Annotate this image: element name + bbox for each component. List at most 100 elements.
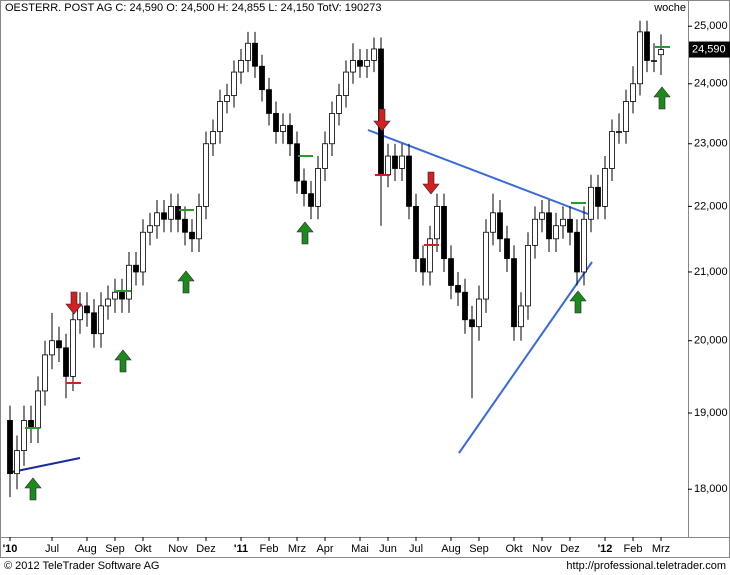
x-tick-label: Mai bbox=[351, 543, 369, 555]
x-tick-label: Okt bbox=[134, 543, 151, 555]
candle-body bbox=[112, 291, 118, 300]
buy-arrow bbox=[653, 86, 671, 110]
candle-body bbox=[266, 89, 272, 114]
candle-body bbox=[245, 42, 251, 61]
sell-arrow bbox=[422, 171, 440, 195]
candle-body bbox=[441, 205, 447, 260]
candle-body bbox=[462, 291, 468, 321]
x-tick-label: Nov bbox=[532, 543, 552, 555]
candle-body bbox=[343, 71, 349, 96]
x-tick-label: Sep bbox=[469, 543, 489, 555]
y-tick-label: 25,000 bbox=[694, 20, 728, 32]
candle-body bbox=[476, 298, 482, 328]
x-tick-label: Jun bbox=[379, 543, 397, 555]
candle-body bbox=[189, 231, 195, 240]
candle-body bbox=[14, 450, 20, 475]
candle-body bbox=[539, 212, 545, 220]
candles bbox=[7, 20, 664, 498]
candle-body bbox=[357, 60, 363, 67]
candle-body bbox=[147, 225, 153, 233]
candle-body bbox=[105, 298, 111, 307]
candle-body bbox=[210, 131, 216, 145]
candle-body bbox=[413, 205, 419, 260]
candle-body bbox=[140, 231, 146, 273]
candle-body bbox=[70, 319, 76, 377]
candle-body bbox=[196, 205, 202, 240]
candle-body bbox=[329, 113, 335, 145]
candle-body bbox=[252, 42, 258, 67]
candle-body bbox=[364, 60, 370, 67]
candle-body bbox=[637, 31, 643, 85]
footer-right: http://professional.teletrader.com bbox=[566, 560, 726, 572]
candle-body bbox=[483, 231, 489, 300]
candle-body bbox=[203, 143, 209, 207]
candle-body bbox=[546, 212, 552, 240]
candle-body bbox=[609, 131, 615, 169]
candle-body bbox=[406, 155, 412, 207]
x-tick-label: Okt bbox=[505, 543, 522, 555]
x-tick-label: Feb bbox=[260, 543, 279, 555]
candle-body bbox=[651, 60, 657, 62]
candle-body bbox=[595, 186, 601, 207]
x-tick-label: Apr bbox=[316, 543, 333, 555]
candle-body bbox=[168, 205, 174, 220]
sell-arrow bbox=[373, 108, 391, 132]
candle-body bbox=[35, 390, 41, 429]
candle-body bbox=[497, 212, 503, 240]
x-tick-label: Sep bbox=[105, 543, 125, 555]
candle-body bbox=[385, 155, 391, 176]
last-price-label: 24,590 bbox=[692, 43, 726, 55]
candle-body bbox=[427, 238, 433, 273]
candle-body bbox=[315, 168, 321, 207]
buy-arrow bbox=[177, 270, 195, 294]
candle-body bbox=[224, 95, 230, 102]
candle-body bbox=[273, 113, 279, 132]
candle-body bbox=[392, 155, 398, 169]
candle-body bbox=[21, 420, 27, 452]
trendline bbox=[11, 457, 81, 473]
candle-body bbox=[630, 83, 636, 102]
candle-body bbox=[126, 264, 132, 300]
candle-body bbox=[574, 231, 580, 273]
x-tick-label: Feb bbox=[624, 543, 643, 555]
sell-arrow bbox=[65, 291, 83, 315]
candle-body bbox=[623, 101, 629, 132]
period-label: woche bbox=[653, 2, 686, 14]
candle-body bbox=[98, 305, 104, 335]
y-tick-label: 23,000 bbox=[694, 138, 728, 150]
candle-body bbox=[238, 60, 244, 73]
x-tick-label: '10 bbox=[3, 543, 18, 555]
candle-body bbox=[455, 285, 461, 293]
candle-body bbox=[161, 212, 167, 220]
candle-body bbox=[469, 319, 475, 328]
y-tick-label: 20,000 bbox=[694, 335, 728, 347]
candle-body bbox=[602, 168, 608, 207]
candle-body bbox=[644, 31, 650, 61]
footer-left: © 2012 TeleTrader Software AG bbox=[4, 560, 159, 572]
candle-body bbox=[399, 155, 405, 169]
candle-body bbox=[490, 212, 496, 233]
candle-body bbox=[56, 340, 62, 349]
candle-body bbox=[504, 238, 510, 260]
buy-arrow bbox=[114, 349, 132, 373]
x-tick-label: '12 bbox=[598, 543, 613, 555]
x-tick-label: Nov bbox=[168, 543, 188, 555]
candle-body bbox=[658, 49, 664, 56]
candle-body bbox=[280, 125, 286, 132]
candle-body bbox=[511, 258, 517, 328]
candle-body bbox=[560, 218, 566, 227]
candle-body bbox=[588, 186, 594, 220]
candle-body bbox=[133, 264, 139, 273]
candle-body bbox=[322, 143, 328, 169]
candle-body bbox=[287, 125, 293, 145]
chart-title: OESTERR. POST AG C: 24,590 O: 24,500 H: … bbox=[5, 2, 381, 14]
x-tick-label: '11 bbox=[234, 543, 248, 555]
x-tick-label: Jul bbox=[45, 543, 59, 555]
candle-body bbox=[7, 420, 13, 475]
x-tick-label: Mrz bbox=[652, 543, 670, 555]
y-tick-label: 22,000 bbox=[694, 200, 728, 212]
candle-body bbox=[336, 95, 342, 114]
candle-body bbox=[567, 218, 573, 233]
buy-arrow bbox=[296, 221, 314, 245]
candle-body bbox=[91, 312, 97, 335]
